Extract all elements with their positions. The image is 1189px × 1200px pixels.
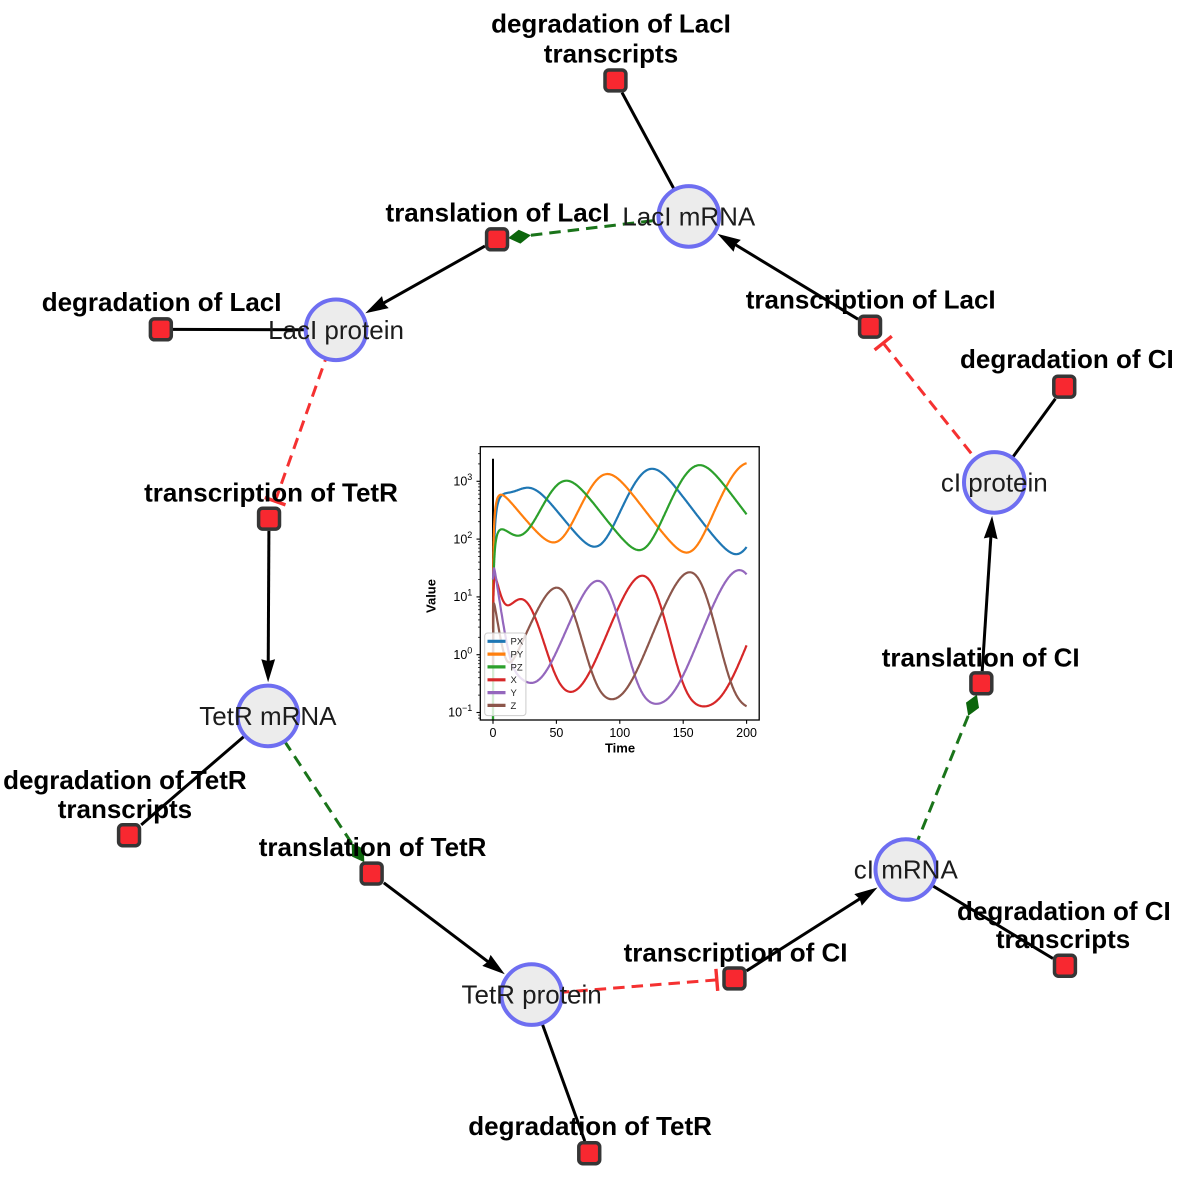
svg-text:Z: Z bbox=[511, 701, 517, 712]
svg-text:transcripts: transcripts bbox=[544, 39, 678, 69]
svg-text:200: 200 bbox=[736, 726, 757, 740]
svg-text:Y: Y bbox=[511, 688, 518, 699]
svg-text:Time: Time bbox=[605, 741, 635, 756]
svg-text:transcription of CI: transcription of CI bbox=[624, 938, 848, 968]
svg-text:transcription of LacI: transcription of LacI bbox=[746, 285, 996, 315]
svg-text:TetR protein: TetR protein bbox=[462, 980, 602, 1010]
svg-text:degradation of TetR: degradation of TetR bbox=[468, 1111, 712, 1141]
svg-text:cI mRNA: cI mRNA bbox=[854, 855, 959, 885]
svg-text:150: 150 bbox=[673, 726, 694, 740]
svg-text:PX: PX bbox=[511, 637, 524, 648]
svg-text:translation of TetR: translation of TetR bbox=[259, 832, 487, 862]
svg-text:degradation of LacI: degradation of LacI bbox=[42, 287, 282, 317]
svg-text:TetR mRNA: TetR mRNA bbox=[199, 701, 337, 731]
svg-text:degradation of CI: degradation of CI bbox=[957, 896, 1171, 926]
svg-text:PY: PY bbox=[511, 650, 524, 661]
svg-text:50: 50 bbox=[549, 726, 563, 740]
svg-text:degradation of TetR: degradation of TetR bbox=[3, 765, 247, 795]
svg-text:LacI protein: LacI protein bbox=[268, 315, 404, 345]
svg-text:degradation of LacI: degradation of LacI bbox=[491, 9, 731, 39]
svg-text:transcripts: transcripts bbox=[996, 924, 1130, 954]
svg-text:translation of CI: translation of CI bbox=[882, 643, 1080, 673]
svg-text:Value: Value bbox=[424, 579, 439, 613]
svg-text:transcripts: transcripts bbox=[58, 794, 192, 824]
svg-text:0: 0 bbox=[490, 726, 497, 740]
svg-text:PZ: PZ bbox=[511, 662, 523, 673]
svg-text:transcription of TetR: transcription of TetR bbox=[144, 477, 398, 507]
svg-text:translation of LacI: translation of LacI bbox=[386, 197, 610, 227]
svg-text:cI protein: cI protein bbox=[941, 467, 1048, 497]
svg-text:degradation of CI: degradation of CI bbox=[960, 344, 1174, 374]
svg-text:100: 100 bbox=[609, 726, 630, 740]
svg-text:X: X bbox=[511, 675, 518, 686]
svg-text:LacI mRNA: LacI mRNA bbox=[622, 201, 756, 231]
